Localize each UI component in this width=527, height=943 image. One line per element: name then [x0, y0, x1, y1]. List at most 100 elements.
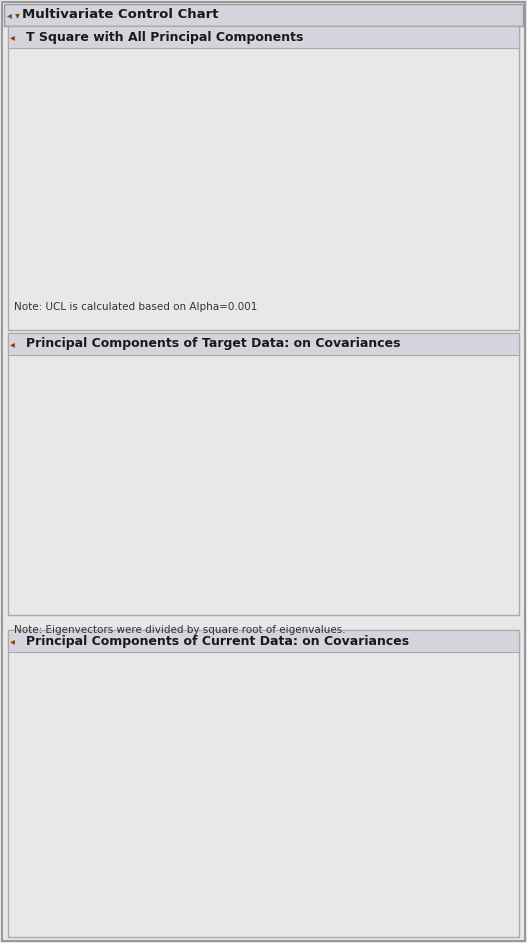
Text: 0.12453: 0.12453	[420, 527, 463, 537]
Text: -0.00006: -0.00006	[352, 794, 398, 804]
Text: 172.174: 172.174	[365, 706, 408, 716]
Text: -0.00000: -0.00000	[107, 869, 153, 879]
Text: 100.000: 100.000	[280, 723, 323, 733]
Text: 977.875: 977.875	[365, 392, 408, 402]
Text: 0.00050: 0.00050	[421, 512, 463, 522]
Text: ◂: ◂	[10, 636, 15, 646]
Text: 100.000: 100.000	[280, 706, 323, 716]
Text: 100.000: 100.000	[280, 689, 323, 699]
Text: 0.00321: 0.00321	[235, 542, 278, 552]
Text: UCL=43.91: UCL=43.91	[372, 225, 431, 236]
Text: 14.000: 14.000	[419, 392, 455, 402]
Text: 4.079: 4.079	[108, 689, 138, 699]
Text: Prob>ChiSq: Prob>ChiSq	[443, 359, 513, 369]
Text: <.0001*: <.0001*	[470, 392, 513, 402]
Text: <.0001*: <.0001*	[470, 672, 513, 682]
Text: 0.0214: 0.0214	[40, 740, 76, 750]
Text: Cool Temp: Cool Temp	[83, 854, 137, 864]
Text: 0.00004: 0.00004	[356, 809, 398, 819]
Bar	[163, 376, 247, 390]
Text: 0.0015: 0.0015	[40, 460, 76, 470]
Text: 0.00006: 0.00006	[111, 512, 153, 522]
Text: 0.0073*: 0.0073*	[472, 443, 513, 453]
Bar	[163, 393, 168, 407]
Text: Pressure: Pressure	[83, 869, 128, 879]
Text: -0.06279: -0.06279	[291, 527, 338, 537]
Text: 25.96065: 25.96065	[413, 572, 463, 582]
Text: 100.000: 100.000	[280, 757, 323, 767]
Text: -0.00007: -0.00007	[417, 794, 463, 804]
Text: -0.43413: -0.43413	[416, 839, 463, 849]
Text: 20 40 60 80: 20 40 60 80	[173, 359, 242, 369]
Text: 0.000: 0.000	[109, 460, 138, 470]
Text: 95.921: 95.921	[287, 672, 323, 682]
Text: Steam Flow: Steam Flow	[83, 809, 144, 819]
Text: Steam Temp: Steam Temp	[83, 824, 148, 834]
Text: 0.00517: 0.00517	[235, 869, 278, 879]
Text: 0.00000: 0.00000	[111, 824, 153, 834]
Text: 1.00953: 1.00953	[355, 572, 398, 582]
Text: Steam Temp: Steam Temp	[83, 527, 148, 537]
Text: 0.43623: 0.43623	[235, 527, 278, 537]
Text: 0.19949: 0.19949	[355, 824, 398, 834]
Text: 0.06319: 0.06319	[295, 869, 338, 879]
Text: Eigenvectors: Eigenvectors	[16, 780, 92, 790]
Text: <.0001*: <.0001*	[470, 689, 513, 699]
Text: 33.671: 33.671	[372, 426, 408, 436]
Text: -0.00141: -0.00141	[231, 572, 278, 582]
Text: Cum Percent: Cum Percent	[248, 656, 323, 666]
Text: 20.000: 20.000	[419, 375, 455, 385]
Text: 0.0081: 0.0081	[40, 443, 76, 453]
Text: 0.0722: 0.0722	[40, 723, 76, 733]
Text: 210.549: 210.549	[365, 409, 408, 419]
Text: Pressure: Pressure	[83, 572, 128, 582]
Text: 4.99852: 4.99852	[295, 557, 338, 567]
Text: .: .	[510, 460, 513, 470]
Text: Multivariate Control Chart: Multivariate Control Chart	[22, 8, 219, 22]
Text: -0.00005: -0.00005	[292, 512, 338, 522]
Bar	[163, 707, 251, 721]
Text: Percent: Percent	[92, 656, 138, 666]
Bar	[163, 393, 251, 407]
Text: 0.00000: 0.00000	[236, 497, 278, 507]
Text: Note: Eigenvectors were divided by square root of eigenvalues.: Note: Eigenvectors were divided by squar…	[14, 625, 346, 635]
Text: 1133.58: 1133.58	[365, 672, 408, 682]
Text: <.0001*: <.0001*	[470, 740, 513, 750]
Text: -0.00000: -0.00000	[172, 854, 218, 864]
Text: ◂: ◂	[10, 32, 15, 42]
Text: 0.00307: 0.00307	[236, 839, 278, 849]
Text: -0.03529: -0.03529	[291, 824, 338, 834]
Bar	[163, 444, 251, 458]
Text: -0.00000: -0.00000	[107, 572, 153, 582]
Text: 3550369: 3550369	[30, 392, 76, 402]
Text: DF: DF	[439, 359, 455, 369]
Text: T Square with All Principal Components: T Square with All Principal Components	[26, 30, 304, 43]
Text: 9.000: 9.000	[425, 409, 455, 419]
Text: 0.00055: 0.00055	[421, 809, 463, 819]
Text: 0.00000: 0.00000	[175, 542, 218, 552]
Text: .: .	[510, 757, 513, 767]
Text: -0.00000: -0.00000	[107, 557, 153, 567]
Bar	[163, 741, 251, 755]
Text: 0.000: 0.000	[109, 706, 138, 716]
Text: -0.00000: -0.00000	[172, 527, 218, 537]
Text: Eigenvalue: Eigenvalue	[11, 656, 76, 666]
Text: Eigenvectors: Eigenvectors	[16, 483, 92, 493]
Text: MW: MW	[83, 542, 102, 552]
Text: Prob>ChiSq: Prob>ChiSq	[443, 656, 513, 666]
Text: -0.50095: -0.50095	[291, 854, 338, 864]
Text: -0.00008: -0.00008	[232, 794, 278, 804]
Bar	[163, 427, 251, 441]
Text: 0.0398: 0.0398	[40, 426, 76, 436]
Text: 0.00006: 0.00006	[236, 809, 278, 819]
X-axis label: Sample: Sample	[213, 321, 255, 330]
Text: 4.954: 4.954	[108, 392, 138, 402]
Text: -0.00000: -0.00000	[107, 527, 153, 537]
Y-axis label: T²: T²	[29, 162, 40, 173]
Bar	[163, 461, 251, 475]
Bar	[163, 690, 251, 704]
Text: 0.00001: 0.00001	[356, 497, 398, 507]
Text: Percent: Percent	[92, 359, 138, 369]
Text: -2.42921: -2.42921	[416, 542, 463, 552]
Text: -0.00026: -0.00026	[172, 497, 218, 507]
